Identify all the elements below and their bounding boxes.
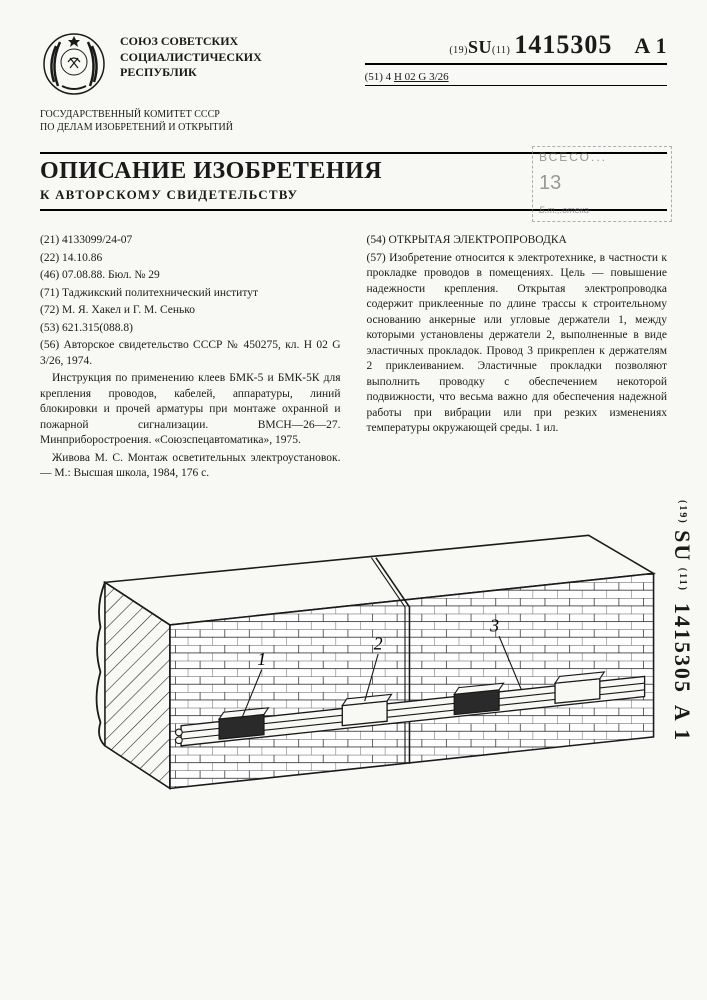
right-column: (54) ОТКРЫТАЯ ЭЛЕКТРОПРОВОДКА (57) Изобр…: [367, 233, 668, 484]
code-19: (19): [449, 45, 468, 56]
stamp-line1: ВСЕСО...: [539, 151, 665, 164]
biblio-columns: (21) 4133099/24-07 (22) 14.10.86 (46) 07…: [40, 233, 667, 484]
publication-number: 1415305: [514, 30, 612, 59]
field-54: (54) ОТКРЫТАЯ ЭЛЕКТРОПРОВОДКА: [367, 233, 668, 249]
ipc-code: H 02 G 3/26: [394, 71, 449, 83]
stamp-line2: 13: [539, 172, 665, 194]
side-code-19: (19): [677, 500, 688, 525]
doc-number-block: (19)SU(11) 1415305 A 1 (51) 4 H 02 G 3/2…: [365, 30, 667, 86]
ref-zhivova: Живова М. С. Монтаж осветительных электр…: [40, 451, 341, 482]
field-46: (46) 07.08.88. Бюл. № 29: [40, 268, 341, 284]
code-11: (11): [492, 45, 510, 56]
header-row: СОЮЗ СОВЕТСКИХ СОЦИАЛИСТИЧЕСКИХ РЕСПУБЛИ…: [40, 30, 667, 98]
wiring-diagram-icon: 1 2 3: [40, 504, 667, 818]
field-56a: (56) Авторское свидетельство СССР № 4502…: [40, 338, 341, 369]
title-block: ОПИСАНИЕ ИЗОБРЕТЕНИЯ К АВТОРСКОМУ СВИДЕТ…: [40, 152, 667, 211]
left-column: (21) 4133099/24-07 (22) 14.10.86 (46) 07…: [40, 233, 341, 484]
su-label: SU: [468, 37, 492, 57]
library-stamp: ВСЕСО... 13 Б.т.,.отека: [532, 146, 672, 222]
patent-figure: 1 2 3: [40, 504, 667, 823]
committee-label: ГОСУДАРСТВЕННЫЙ КОМИТЕТ СССР ПО ДЕЛАМ ИЗ…: [40, 108, 667, 134]
ussr-emblem-icon: [40, 30, 108, 98]
field-72: (72) М. Я. Хакел и Г. М. Сенько: [40, 303, 341, 319]
field-22: (22) 14.10.86: [40, 251, 341, 267]
figure-label-3: 3: [489, 615, 499, 635]
figure-label-2: 2: [374, 633, 383, 653]
side-code-11: (11): [677, 568, 688, 592]
field-71: (71) Таджикский политехнический институт: [40, 286, 341, 302]
patent-page: СОЮЗ СОВЕТСКИХ СОЦИАЛИСТИЧЕСКИХ РЕСПУБЛИ…: [0, 0, 707, 852]
figure-label-1: 1: [257, 649, 266, 669]
field-21: (21) 4133099/24-07: [40, 233, 341, 249]
side-doc-number: (19) SU (11) 1415305 A 1: [669, 500, 695, 742]
ref-instruction: Инструкция по применению клеев БМК-5 и Б…: [40, 371, 341, 449]
field-57: (57) Изобретение относится к электротехн…: [367, 251, 668, 437]
doc-kind: A 1: [634, 33, 667, 58]
field-53: (53) 621.315(088.8): [40, 321, 341, 337]
stamp-line3: Б.т.,.отека: [539, 206, 665, 216]
side-number: 1415305: [670, 603, 695, 694]
ipc-prefix: (51) 4: [365, 71, 392, 83]
side-a1: A 1: [670, 705, 695, 742]
union-label: СОЮЗ СОВЕТСКИХ СОЦИАЛИСТИЧЕСКИХ РЕСПУБЛИ…: [120, 30, 353, 81]
side-su: SU: [670, 530, 695, 562]
